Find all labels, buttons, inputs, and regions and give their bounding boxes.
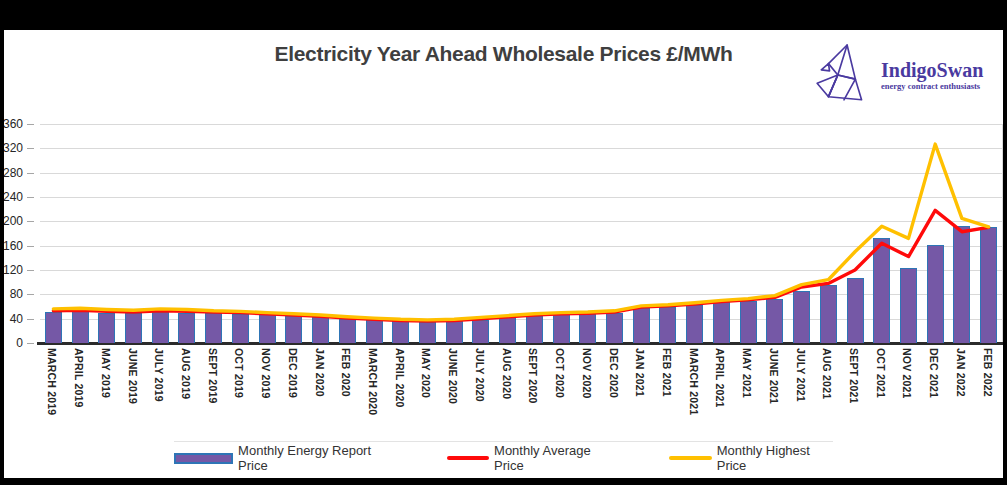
x-axis-label: FEB 2022 xyxy=(982,348,994,397)
y-tick-label: 280 xyxy=(4,166,23,180)
x-axis-label: AUG 2020 xyxy=(501,348,513,399)
x-axis-label: AUG 2021 xyxy=(821,348,833,399)
x-axis-label: MAY 2020 xyxy=(420,348,432,398)
y-tick-mark xyxy=(27,221,34,222)
y-tick-mark xyxy=(27,294,34,295)
logo-text: IndigoSwan energy contract enthusiasts xyxy=(881,60,983,91)
x-axis-label: JAN 2021 xyxy=(634,348,646,397)
y-tick-mark xyxy=(27,124,34,125)
x-axis-label: APRIL 2021 xyxy=(714,348,726,408)
y-tick-mark xyxy=(27,246,34,247)
logo-name: IndigoSwan xyxy=(881,60,983,81)
legend-label: Monthly Highest Price xyxy=(717,443,833,473)
x-axis-label: MAY 2019 xyxy=(100,348,112,398)
x-axis-label: JUNE 2019 xyxy=(127,348,139,404)
x-axis-label: DEC 2020 xyxy=(608,348,620,398)
y-tick-label: 40 xyxy=(10,312,23,326)
y-tick-mark xyxy=(27,197,34,198)
screenshot-root: { "header": { "title": "Electricity Year… xyxy=(0,0,1007,485)
legend-label: Monthly Energy Report Price xyxy=(238,443,391,473)
x-axis-label: DEC 2019 xyxy=(287,348,299,398)
x-axis-label: MARCH 2020 xyxy=(367,348,379,415)
y-tick-mark xyxy=(27,148,34,149)
x-axis-label: JULY 2021 xyxy=(795,348,807,402)
line-series-layer xyxy=(40,124,1002,343)
chart-legend: Monthly Energy Report Price Monthly Avera… xyxy=(174,441,833,474)
legend-item: Monthly Average Price xyxy=(447,443,614,473)
x-axis-label: APRIL 2019 xyxy=(73,348,85,408)
x-axis-label: NOV 2019 xyxy=(260,348,272,399)
legend-line-swatch xyxy=(447,456,489,460)
y-tick-label: 320 xyxy=(4,141,23,155)
legend-item: Monthly Highest Price xyxy=(669,443,833,473)
x-axis-label: SEPT 2020 xyxy=(527,348,539,404)
legend-label: Monthly Average Price xyxy=(494,443,613,473)
x-axis-label: DEC 2021 xyxy=(928,348,940,398)
y-tick-label: 360 xyxy=(4,117,23,131)
x-axis-label: JAN 2020 xyxy=(314,348,326,397)
logo-tagline: energy contract enthusiasts xyxy=(881,81,983,91)
x-axis-label: JULY 2019 xyxy=(153,348,165,402)
legend-line-swatch xyxy=(669,456,711,460)
x-axis-label: OCT 2020 xyxy=(554,348,566,398)
y-tick-label: 120 xyxy=(4,263,23,277)
y-tick-label: 240 xyxy=(4,190,23,204)
line-monthly-average-price xyxy=(53,210,988,321)
y-tick-label: 0 xyxy=(16,336,23,350)
x-axis-label: JAN 2022 xyxy=(955,348,967,397)
plot-area: MARCH 2019APRIL 2019MAY 2019JUNE 2019JUL… xyxy=(40,124,1003,343)
x-axis-label: JUNE 2020 xyxy=(447,348,459,404)
x-axis-label: MARCH 2019 xyxy=(46,348,58,415)
chart-canvas: Electricity Year Ahead Wholesale Prices … xyxy=(4,30,1003,478)
indigoswan-logo: IndigoSwan energy contract enthusiasts xyxy=(813,36,995,114)
legend-item: Monthly Energy Report Price xyxy=(174,443,391,473)
x-axis-label: OCT 2019 xyxy=(233,348,245,398)
y-tick-mark xyxy=(27,319,34,320)
x-axis-label: NOV 2021 xyxy=(901,348,913,399)
y-tick-mark xyxy=(27,343,34,344)
x-axis-label: MARCH 2021 xyxy=(688,348,700,415)
x-axis-label: APRIL 2020 xyxy=(394,348,406,408)
x-axis-label: FEB 2021 xyxy=(661,348,673,397)
y-tick-label: 200 xyxy=(4,214,23,228)
x-axis-label: NOV 2020 xyxy=(581,348,593,399)
origami-swan-icon xyxy=(813,41,875,109)
x-axis-label: OCT 2021 xyxy=(875,348,887,398)
x-axis-label: SEPT 2021 xyxy=(848,348,860,404)
y-tick-label: 160 xyxy=(4,239,23,253)
y-tick-mark xyxy=(27,270,34,271)
x-axis-label: JUNE 2021 xyxy=(768,348,780,404)
line-monthly-highest-price xyxy=(53,144,988,320)
x-axis-label: JULY 2020 xyxy=(474,348,486,402)
y-tick-label: 80 xyxy=(10,287,23,301)
x-axis-label: AUG 2019 xyxy=(180,348,192,399)
x-axis-label: FEB 2020 xyxy=(340,348,352,397)
legend-bar-swatch xyxy=(174,453,233,464)
x-axis-label: SEPT 2019 xyxy=(207,348,219,404)
y-tick-mark xyxy=(27,173,34,174)
x-axis-label: MAY 2021 xyxy=(741,348,753,398)
